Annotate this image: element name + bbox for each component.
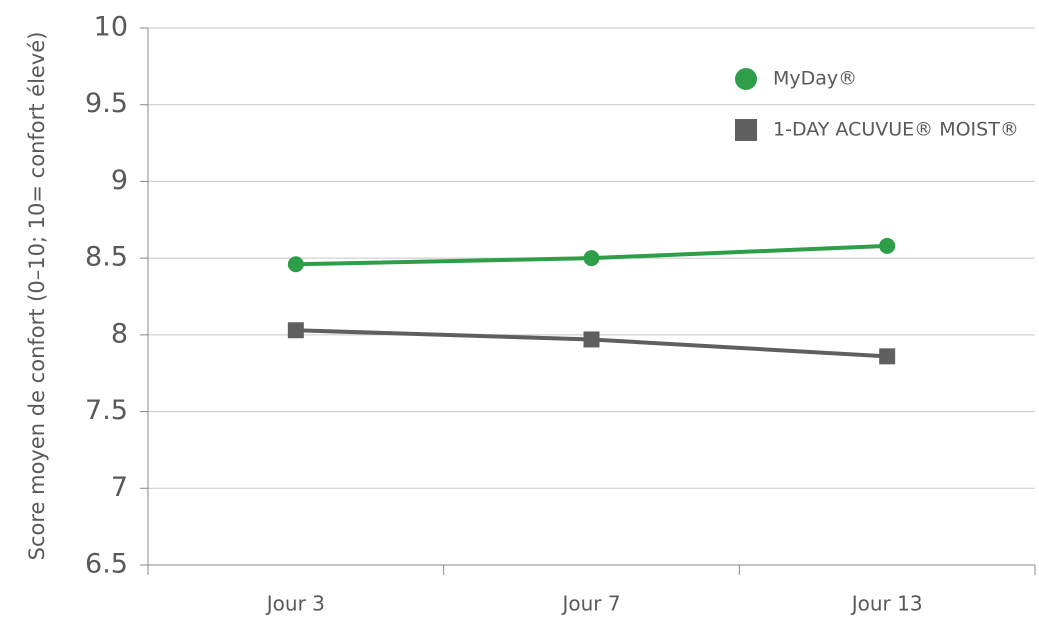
legend-label: 1-DAY ACUVUE® MOIST® [773, 119, 1019, 141]
legend-label: MyDay® [773, 68, 857, 90]
y-tick-label: 8.5 [85, 242, 128, 273]
x-tick-label: Jour 7 [560, 592, 620, 616]
y-tick-label: 7 [111, 472, 128, 503]
y-tick-label: 9.5 [85, 88, 128, 119]
data-point [879, 237, 896, 254]
x-tick-label: Jour 3 [265, 592, 325, 616]
y-axis-label: Score moyen de confort (0–10; 10= confor… [25, 32, 49, 561]
data-point [583, 250, 600, 267]
y-tick-label: 7.5 [85, 395, 128, 426]
legend-swatch [735, 119, 757, 141]
y-tick-label: 10 [94, 12, 128, 43]
legend-swatch [735, 68, 757, 90]
y-tick-label: 9 [111, 165, 128, 196]
data-point [879, 348, 896, 365]
data-point [287, 256, 304, 273]
y-tick-label: 6.5 [85, 549, 128, 580]
y-tick-label: 8 [111, 318, 128, 349]
x-tick-label: Jour 13 [850, 592, 923, 616]
data-point [583, 331, 600, 348]
data-point [287, 322, 304, 339]
